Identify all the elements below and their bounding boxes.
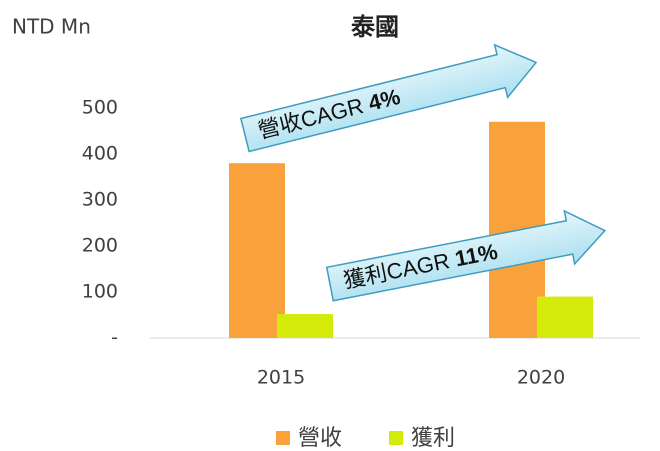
annotation-arrow: 獲利CAGR 11%: [325, 209, 607, 302]
legend-label: 營收: [298, 426, 342, 451]
legend-swatch: [389, 431, 403, 445]
annotation-text: 營收CAGR 4%: [255, 84, 402, 143]
chart-title: 泰國: [351, 13, 399, 41]
bar: [229, 163, 285, 338]
annotation-text: 獲利CAGR 11%: [341, 239, 499, 293]
arrow-shape: [239, 43, 538, 153]
y-tick-label: 100: [82, 281, 118, 303]
y-tick-label: 200: [82, 235, 118, 257]
bar: [277, 314, 333, 338]
y-unit: NTD Mn: [12, 15, 91, 39]
y-tick-label: -: [111, 327, 118, 349]
bar: [537, 296, 593, 338]
x-tick-label: 2015: [257, 367, 305, 389]
y-tick-label: 500: [82, 97, 118, 119]
y-tick-label: 300: [82, 189, 118, 211]
arrow-shape: [325, 209, 607, 302]
legend-swatch: [276, 431, 290, 445]
x-tick-label: 2020: [517, 367, 565, 389]
legend-label: 獲利: [411, 426, 455, 451]
y-tick-label: 400: [82, 143, 118, 165]
